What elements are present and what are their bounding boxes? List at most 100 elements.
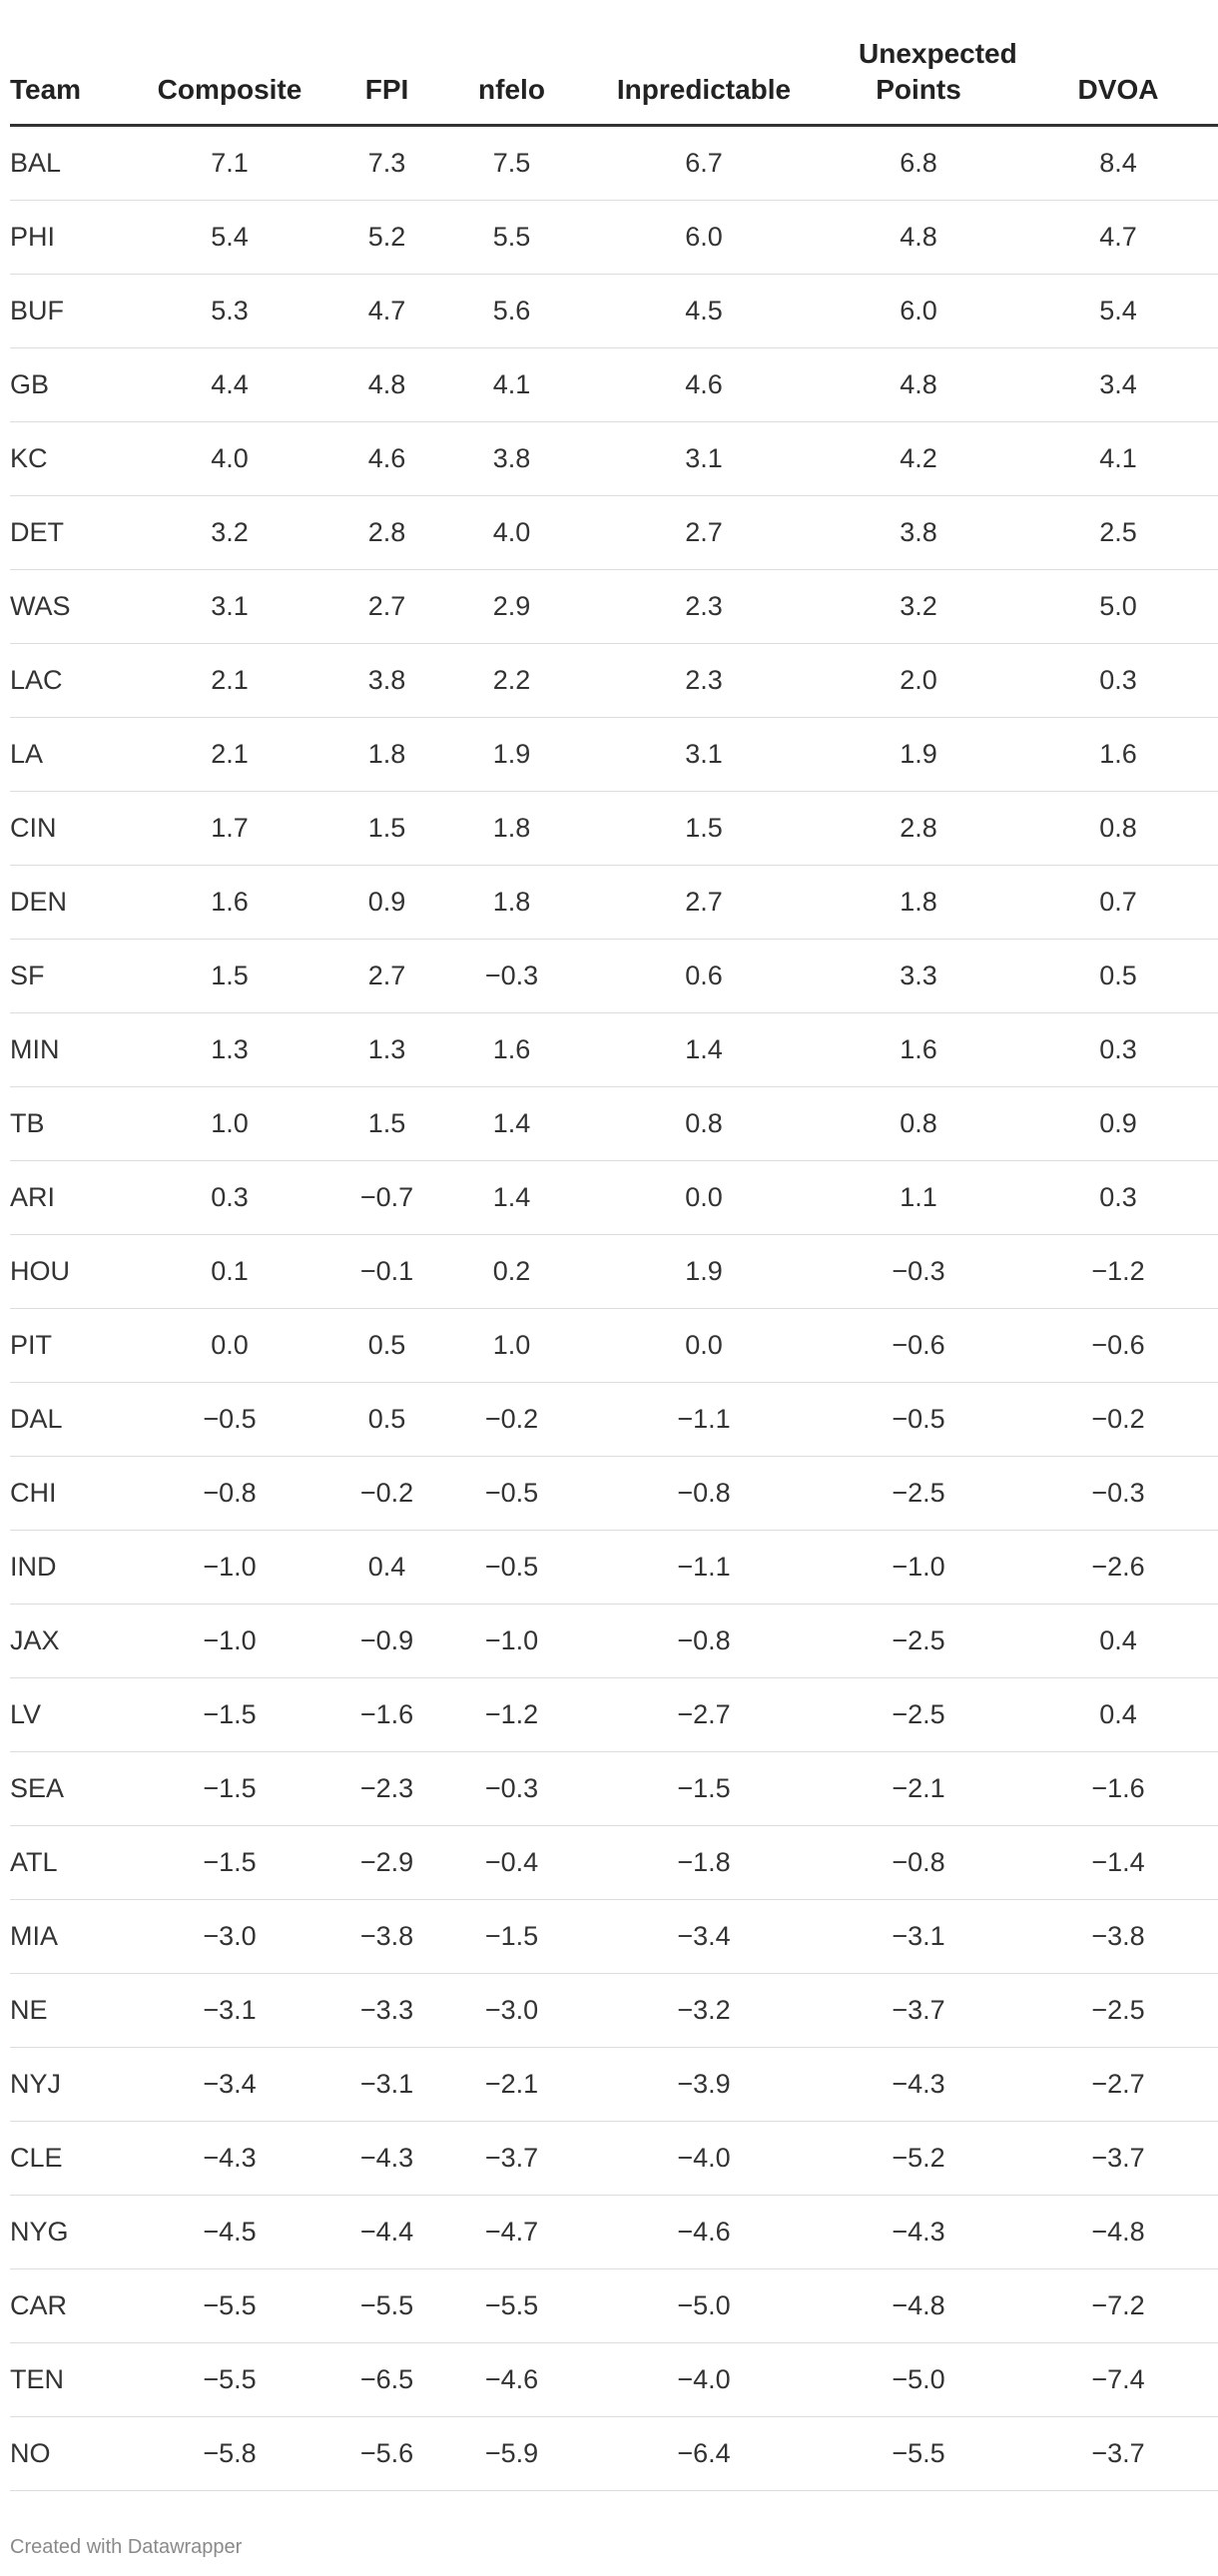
value-cell: 0.9 bbox=[1018, 1086, 1218, 1161]
column-header: nfelo bbox=[434, 28, 589, 127]
team-cell: NYJ bbox=[10, 2047, 120, 2122]
column-header: DVOA bbox=[1018, 28, 1218, 127]
value-cell: 1.0 bbox=[434, 1308, 589, 1383]
team-cell: SEA bbox=[10, 1751, 120, 1826]
value-cell: −1.5 bbox=[434, 1899, 589, 1974]
value-cell: 5.0 bbox=[1018, 569, 1218, 644]
value-cell: 4.6 bbox=[339, 421, 434, 496]
value-cell: 0.3 bbox=[1018, 643, 1218, 718]
value-cell: −0.2 bbox=[1018, 1382, 1218, 1457]
column-header: Inpredictable bbox=[589, 28, 819, 127]
value-cell: −5.5 bbox=[120, 2342, 339, 2417]
value-cell: −4.8 bbox=[819, 2268, 1018, 2343]
value-cell: 6.7 bbox=[589, 125, 819, 201]
value-cell: −4.3 bbox=[819, 2047, 1018, 2122]
team-cell: PHI bbox=[10, 200, 120, 275]
team-cell: CLE bbox=[10, 2121, 120, 2196]
value-cell: −2.6 bbox=[1018, 1530, 1218, 1605]
value-cell: −1.0 bbox=[819, 1530, 1018, 1605]
table-row: DAL −0.5 0.5 −0.2 −1.1 −0.5 −0.2 bbox=[10, 1382, 1218, 1457]
value-cell: 3.1 bbox=[589, 421, 819, 496]
value-cell: 0.3 bbox=[1018, 1012, 1218, 1087]
value-cell: 0.3 bbox=[120, 1160, 339, 1235]
table-row: ATL −1.5 −2.9 −0.4 −1.8 −0.8 −1.4 bbox=[10, 1825, 1218, 1900]
value-cell: 4.0 bbox=[120, 421, 339, 496]
value-cell: −4.6 bbox=[589, 2195, 819, 2269]
value-cell: 8.4 bbox=[1018, 125, 1218, 201]
team-cell: LV bbox=[10, 1677, 120, 1752]
value-cell: 1.4 bbox=[434, 1086, 589, 1161]
value-cell: 3.8 bbox=[434, 421, 589, 496]
value-cell: 0.8 bbox=[589, 1086, 819, 1161]
value-cell: 1.9 bbox=[434, 717, 589, 792]
value-cell: −3.9 bbox=[589, 2047, 819, 2122]
table-row: NYJ −3.4 −3.1 −2.1 −3.9 −4.3 −2.7 bbox=[10, 2047, 1218, 2122]
value-cell: −3.3 bbox=[339, 1973, 434, 2048]
team-cell: IND bbox=[10, 1530, 120, 1605]
value-cell: 7.1 bbox=[120, 125, 339, 201]
value-cell: −2.3 bbox=[339, 1751, 434, 1826]
value-cell: 4.7 bbox=[1018, 200, 1218, 275]
value-cell: 4.8 bbox=[339, 347, 434, 422]
value-cell: 3.2 bbox=[819, 569, 1018, 644]
value-cell: 4.1 bbox=[1018, 421, 1218, 496]
value-cell: 1.5 bbox=[120, 939, 339, 1013]
value-cell: −0.6 bbox=[819, 1308, 1018, 1383]
value-cell: −0.3 bbox=[819, 1234, 1018, 1309]
value-cell: 3.4 bbox=[1018, 347, 1218, 422]
value-cell: −6.4 bbox=[589, 2416, 819, 2491]
value-cell: −5.5 bbox=[434, 2268, 589, 2343]
value-cell: −0.4 bbox=[434, 1825, 589, 1900]
value-cell: −2.9 bbox=[339, 1825, 434, 1900]
value-cell: 1.6 bbox=[819, 1012, 1018, 1087]
value-cell: −1.0 bbox=[434, 1604, 589, 1678]
value-cell: 2.9 bbox=[434, 569, 589, 644]
table-row: CHI −0.8 −0.2 −0.5 −0.8 −2.5 −0.3 bbox=[10, 1456, 1218, 1531]
value-cell: 0.0 bbox=[120, 1308, 339, 1383]
team-cell: ATL bbox=[10, 1825, 120, 1900]
value-cell: −3.1 bbox=[819, 1899, 1018, 1974]
table-row: NE −3.1 −3.3 −3.0 −3.2 −3.7 −2.5 bbox=[10, 1973, 1218, 2048]
value-cell: 3.8 bbox=[339, 643, 434, 718]
value-cell: 5.5 bbox=[434, 200, 589, 275]
table-row: PHI 5.4 5.2 5.5 6.0 4.8 4.7 bbox=[10, 200, 1218, 275]
team-cell: SF bbox=[10, 939, 120, 1013]
team-cell: ARI bbox=[10, 1160, 120, 1235]
value-cell: 2.7 bbox=[339, 569, 434, 644]
table-row: IND −1.0 0.4 −0.5 −1.1 −1.0 −2.6 bbox=[10, 1530, 1218, 1605]
value-cell: −3.4 bbox=[589, 1899, 819, 1974]
value-cell: −1.4 bbox=[1018, 1825, 1218, 1900]
value-cell: 0.4 bbox=[339, 1530, 434, 1605]
value-cell: −5.2 bbox=[819, 2121, 1018, 2196]
value-cell: −2.5 bbox=[819, 1604, 1018, 1678]
value-cell: −3.1 bbox=[120, 1973, 339, 2048]
value-cell: −0.2 bbox=[434, 1382, 589, 1457]
value-cell: −4.6 bbox=[434, 2342, 589, 2417]
table-row: BUF 5.3 4.7 5.6 4.5 6.0 5.4 bbox=[10, 274, 1218, 348]
value-cell: 3.8 bbox=[819, 495, 1018, 570]
ratings-table: Team Composite FPI nfelo Inpredictable U… bbox=[10, 28, 1218, 2491]
table-body: BAL 7.1 7.3 7.5 6.7 6.8 8.4 PHI 5.4 5.2 5.5 6.0 4.8 4… bbox=[10, 125, 1218, 2491]
value-cell: −0.3 bbox=[434, 1751, 589, 1826]
value-cell: 0.7 bbox=[1018, 865, 1218, 940]
value-cell: 1.4 bbox=[434, 1160, 589, 1235]
value-cell: −0.8 bbox=[120, 1456, 339, 1531]
value-cell: 1.3 bbox=[339, 1012, 434, 1087]
value-cell: 1.6 bbox=[434, 1012, 589, 1087]
value-cell: 1.8 bbox=[434, 865, 589, 940]
table-row: LV −1.5 −1.6 −1.2 −2.7 −2.5 0.4 bbox=[10, 1677, 1218, 1752]
value-cell: −4.0 bbox=[589, 2342, 819, 2417]
value-cell: 4.8 bbox=[819, 200, 1018, 275]
value-cell: 1.7 bbox=[120, 791, 339, 866]
team-cell: NYG bbox=[10, 2195, 120, 2269]
team-cell: JAX bbox=[10, 1604, 120, 1678]
table-row: SF 1.5 2.7 −0.3 0.6 3.3 0.5 bbox=[10, 939, 1218, 1013]
table-row: MIN 1.3 1.3 1.6 1.4 1.6 0.3 bbox=[10, 1012, 1218, 1087]
table-row: HOU 0.1 −0.1 0.2 1.9 −0.3 −1.2 bbox=[10, 1234, 1218, 1309]
value-cell: 2.8 bbox=[819, 791, 1018, 866]
team-cell: PIT bbox=[10, 1308, 120, 1383]
value-cell: −0.1 bbox=[339, 1234, 434, 1309]
value-cell: 3.1 bbox=[120, 569, 339, 644]
value-cell: −3.0 bbox=[434, 1973, 589, 2048]
